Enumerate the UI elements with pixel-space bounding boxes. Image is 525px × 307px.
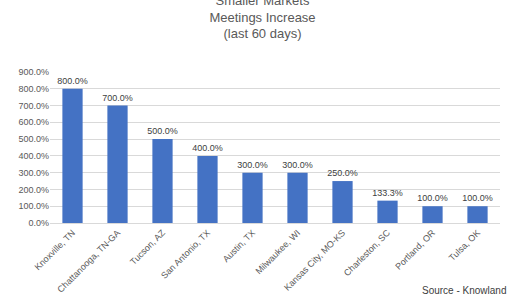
svg-text:800.0%: 800.0% [18,84,49,94]
svg-text:100.0%: 100.0% [18,201,49,211]
svg-text:250.0%: 250.0% [327,168,358,178]
svg-text:300.0%: 300.0% [282,160,313,170]
svg-text:600.0%: 600.0% [18,117,49,127]
svg-text:400.0%: 400.0% [18,151,49,161]
svg-text:Charleston, SC: Charleston, SC [342,227,393,278]
svg-text:300.0%: 300.0% [18,168,49,178]
svg-text:700.0%: 700.0% [102,93,133,103]
svg-text:100.0%: 100.0% [417,193,448,203]
svg-text:Austin, TX: Austin, TX [221,228,257,264]
svg-text:Kansas City, MO-KS: Kansas City, MO-KS [282,228,347,293]
svg-text:700.0%: 700.0% [18,101,49,111]
svg-text:200.0%: 200.0% [18,185,49,195]
svg-text:Chattanooga, TN-GA: Chattanooga, TN-GA [55,228,122,295]
svg-text:Tulsa, OK: Tulsa, OK [447,228,482,263]
svg-text:Portland, OR: Portland, OR [393,227,437,271]
svg-text:100.0%: 100.0% [462,193,493,203]
svg-text:400.0%: 400.0% [192,143,223,153]
svg-text:0.0%: 0.0% [28,218,49,228]
svg-text:500.0%: 500.0% [147,126,178,136]
svg-text:133.3%: 133.3% [372,188,403,198]
svg-text:Source - Knowland: Source - Knowland [422,285,507,296]
svg-text:Tucson, AZ: Tucson, AZ [128,227,167,266]
svg-text:500.0%: 500.0% [18,134,49,144]
svg-text:Smaller MarketsMeetings Increa: Smaller MarketsMeetings Increase(last 60… [209,0,315,41]
svg-text:Milwaukee, WI: Milwaukee, WI [254,228,302,276]
svg-text:800.0%: 800.0% [57,76,88,86]
svg-text:900.0%: 900.0% [18,67,49,77]
svg-text:300.0%: 300.0% [237,160,268,170]
svg-text:San Antonio, TX: San Antonio, TX [159,228,212,281]
svg-text:Knoxville, TN: Knoxville, TN [33,228,77,272]
